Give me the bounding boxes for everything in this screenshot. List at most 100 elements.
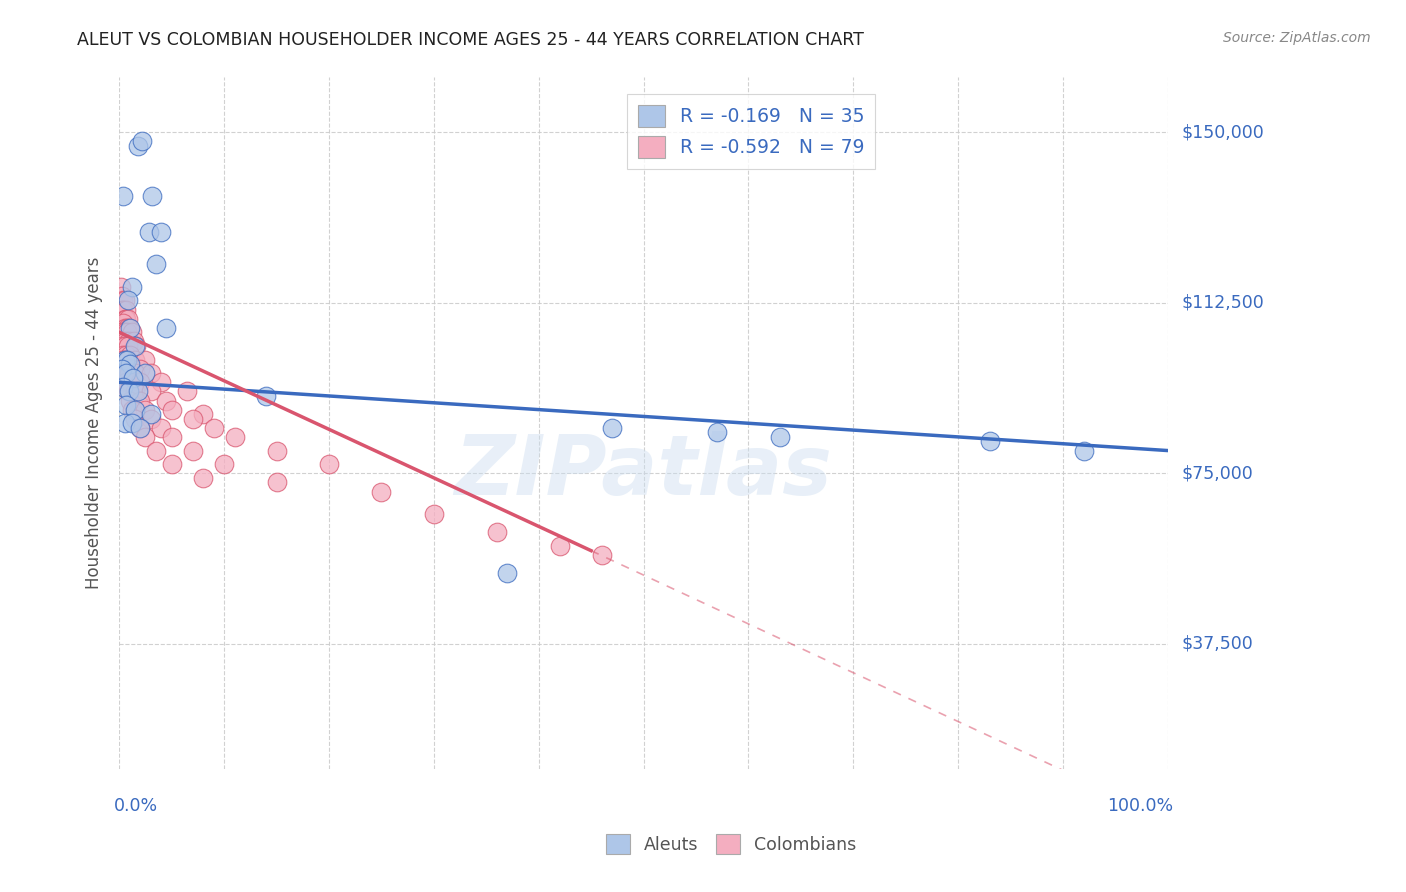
- Point: [114, 376, 136, 390]
- Point: [114, 311, 136, 326]
- Point: [114, 293, 136, 308]
- Point: [139, 384, 162, 399]
- Point: [118, 376, 141, 390]
- Point: [121, 279, 143, 293]
- Point: [134, 366, 156, 380]
- Point: [114, 302, 136, 317]
- Point: [485, 525, 508, 540]
- Point: [112, 316, 135, 330]
- Point: [111, 302, 134, 317]
- Point: [114, 417, 136, 431]
- Point: [111, 361, 134, 376]
- Point: [266, 443, 288, 458]
- Point: [496, 566, 519, 581]
- Point: [125, 339, 148, 353]
- Point: [191, 471, 214, 485]
- Point: [155, 320, 177, 334]
- Point: [111, 352, 134, 367]
- Point: [370, 484, 392, 499]
- Point: [1073, 443, 1095, 458]
- Point: [181, 443, 204, 458]
- Point: [110, 279, 132, 293]
- Point: [150, 376, 173, 390]
- Point: [145, 257, 167, 271]
- Point: [138, 225, 160, 239]
- Text: $75,000: $75,000: [1181, 465, 1254, 483]
- Point: [600, 421, 623, 435]
- Point: [112, 334, 135, 349]
- Point: [121, 417, 143, 431]
- Point: [124, 402, 146, 417]
- Text: $150,000: $150,000: [1181, 123, 1264, 141]
- Point: [117, 352, 139, 367]
- Point: [114, 339, 136, 353]
- Point: [129, 421, 152, 435]
- Point: [548, 539, 571, 553]
- Point: [202, 421, 225, 435]
- Point: [124, 339, 146, 353]
- Point: [114, 334, 136, 349]
- Point: [114, 366, 136, 380]
- Point: [160, 457, 183, 471]
- Point: [127, 384, 149, 399]
- Point: [591, 548, 613, 562]
- Point: [111, 339, 134, 353]
- Point: [114, 398, 136, 412]
- Point: [115, 361, 138, 376]
- Point: [114, 348, 136, 362]
- Point: [114, 352, 136, 367]
- Point: [131, 134, 153, 148]
- Point: [160, 402, 183, 417]
- Point: [112, 302, 135, 317]
- Point: [118, 357, 141, 371]
- Point: [117, 384, 139, 399]
- Point: [115, 325, 138, 339]
- Point: [114, 366, 136, 380]
- Point: [111, 325, 134, 339]
- Text: 100.0%: 100.0%: [1107, 797, 1173, 814]
- Point: [112, 380, 135, 394]
- Point: [118, 366, 141, 380]
- Point: [254, 389, 277, 403]
- Point: [114, 320, 136, 334]
- Point: [118, 320, 141, 334]
- Point: [129, 376, 152, 390]
- Point: [134, 352, 156, 367]
- Point: [120, 361, 142, 376]
- Point: [111, 289, 134, 303]
- Point: [117, 339, 139, 353]
- Point: [129, 361, 152, 376]
- Point: [122, 334, 145, 349]
- Point: [114, 325, 136, 339]
- Legend: R = -0.169   N = 35, R = -0.592   N = 79: R = -0.169 N = 35, R = -0.592 N = 79: [627, 94, 876, 169]
- Point: [155, 393, 177, 408]
- Point: [118, 348, 141, 362]
- Point: [224, 430, 246, 444]
- Point: [266, 475, 288, 490]
- Text: $112,500: $112,500: [1181, 293, 1264, 311]
- Point: [129, 393, 152, 408]
- Point: [176, 384, 198, 399]
- Point: [139, 407, 162, 421]
- Point: [112, 348, 135, 362]
- Point: [118, 320, 141, 334]
- Point: [114, 311, 136, 326]
- Point: [129, 421, 152, 435]
- Point: [121, 402, 143, 417]
- Point: [117, 293, 139, 308]
- Point: [114, 352, 136, 367]
- Point: [121, 325, 143, 339]
- Point: [112, 361, 135, 376]
- Text: ZIPatlas: ZIPatlas: [454, 431, 832, 512]
- Point: [769, 430, 792, 444]
- Point: [118, 384, 141, 399]
- Point: [141, 188, 163, 202]
- Point: [139, 411, 162, 425]
- Point: [118, 393, 141, 408]
- Point: [112, 293, 135, 308]
- Point: [112, 188, 135, 202]
- Point: [124, 366, 146, 380]
- Point: [181, 411, 204, 425]
- Point: [318, 457, 340, 471]
- Point: [118, 334, 141, 349]
